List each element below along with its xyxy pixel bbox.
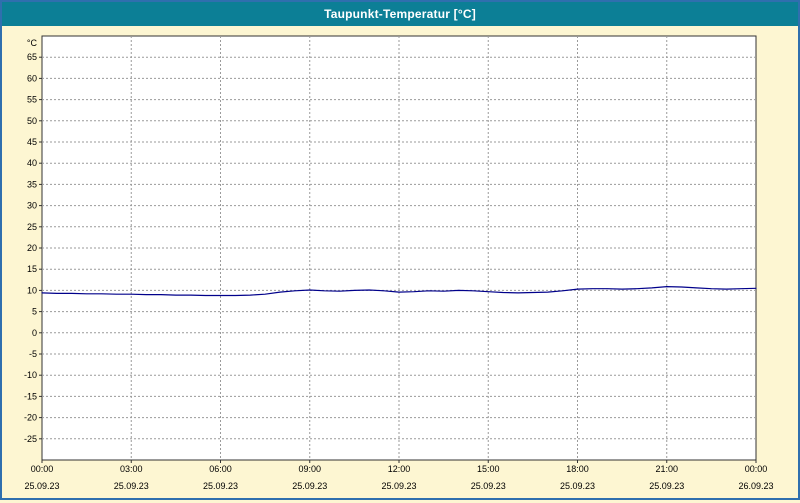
x-tick-date-label: 25.09.23 bbox=[381, 481, 416, 491]
x-tick-time-label: 00:00 bbox=[31, 464, 54, 474]
y-tick-label: 35 bbox=[27, 179, 37, 189]
x-tick-time-label: 12:00 bbox=[388, 464, 411, 474]
x-tick-time-label: 06:00 bbox=[209, 464, 232, 474]
y-tick-label: 0 bbox=[32, 328, 37, 338]
y-tick-label: 5 bbox=[32, 307, 37, 317]
y-tick-label: 45 bbox=[27, 137, 37, 147]
y-tick-label: -5 bbox=[29, 349, 37, 359]
chart-title: Taupunkt-Temperatur [°C] bbox=[324, 7, 476, 21]
y-tick-label: 60 bbox=[27, 73, 37, 83]
y-tick-label: 30 bbox=[27, 201, 37, 211]
y-tick-label: -15 bbox=[24, 391, 37, 401]
x-tick-date-label: 25.09.23 bbox=[649, 481, 684, 491]
x-tick-time-label: 18:00 bbox=[566, 464, 589, 474]
x-tick-time-label: 15:00 bbox=[477, 464, 500, 474]
x-tick-time-label: 21:00 bbox=[655, 464, 678, 474]
y-axis-unit-label: °C bbox=[27, 38, 38, 48]
x-tick-time-label: 03:00 bbox=[120, 464, 143, 474]
x-tick-date-label: 26.09.23 bbox=[738, 481, 773, 491]
y-tick-label: 10 bbox=[27, 285, 37, 295]
y-tick-label: 15 bbox=[27, 264, 37, 274]
y-tick-label: 25 bbox=[27, 222, 37, 232]
y-tick-label: 50 bbox=[27, 116, 37, 126]
x-tick-date-label: 25.09.23 bbox=[114, 481, 149, 491]
y-tick-label: -25 bbox=[24, 434, 37, 444]
x-tick-date-label: 25.09.23 bbox=[24, 481, 59, 491]
x-tick-time-label: 09:00 bbox=[298, 464, 321, 474]
x-tick-date-label: 25.09.23 bbox=[203, 481, 238, 491]
x-tick-date-label: 25.09.23 bbox=[471, 481, 506, 491]
y-tick-label: 65 bbox=[27, 52, 37, 62]
chart-container: -25 -20 -15 -10 -5 0 5 10 15 20 25 30 35 40 45 50 55 60 65… bbox=[2, 26, 798, 498]
y-tick-label: 20 bbox=[27, 243, 37, 253]
y-tick-label: -10 bbox=[24, 370, 37, 380]
x-tick-date-label: 25.09.23 bbox=[292, 481, 327, 491]
y-tick-label: -20 bbox=[24, 413, 37, 423]
y-tick-label: 55 bbox=[27, 95, 37, 105]
x-tick-date-label: 25.09.23 bbox=[560, 481, 595, 491]
x-tick-time-label: 00:00 bbox=[745, 464, 768, 474]
y-tick-label: 40 bbox=[27, 158, 37, 168]
dewpoint-line bbox=[41, 286, 757, 297]
title-bar: Taupunkt-Temperatur [°C] bbox=[2, 2, 798, 26]
dewpoint-chart: -25 -20 -15 -10 -5 0 5 10 15 20 25 30 35 40 45 50 55 60 65… bbox=[24, 35, 774, 491]
